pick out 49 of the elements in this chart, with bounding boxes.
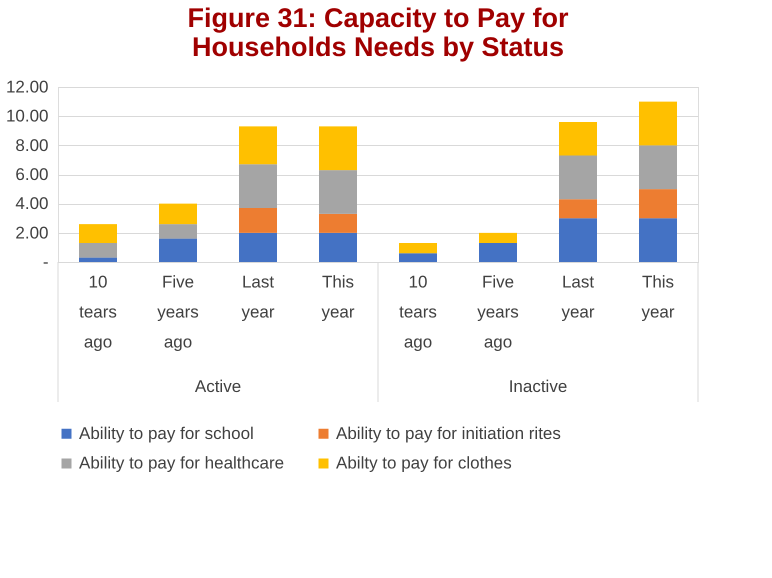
y-tick-label: 4.00 xyxy=(15,194,48,214)
bar xyxy=(399,243,437,254)
x-tick-label: Five years ago xyxy=(157,272,199,352)
bar xyxy=(239,208,277,233)
y-tick-label: 8.00 xyxy=(15,136,48,155)
legend-label: Ability to pay for initiation rites xyxy=(336,424,561,443)
legend-label: Ability to pay for school xyxy=(79,424,254,443)
y-tick-label: 10.00 xyxy=(6,106,48,126)
bar xyxy=(159,238,197,262)
bar xyxy=(239,126,277,164)
bar xyxy=(399,253,437,262)
text: Active xyxy=(194,377,242,396)
x-tick-label: This year xyxy=(321,272,355,322)
bar xyxy=(159,204,197,224)
bar xyxy=(79,258,117,262)
bar xyxy=(479,232,517,244)
y-tick-label: 12.00 xyxy=(6,78,48,96)
bar xyxy=(239,232,277,262)
bar xyxy=(559,122,597,156)
text: Inactive xyxy=(508,377,568,396)
bar xyxy=(639,102,677,146)
bar xyxy=(319,214,357,233)
y-tick-label: 2.00 xyxy=(15,223,48,242)
bar xyxy=(639,189,677,218)
x-tick-label: 10 tears ago xyxy=(399,272,437,352)
bar xyxy=(559,199,597,218)
legend-label: Ability to pay for healthcare xyxy=(79,454,284,472)
x-tick-label: This year xyxy=(641,272,675,322)
x-tick-label: Five years ago xyxy=(477,272,519,352)
bar xyxy=(559,156,597,200)
y-tick-label: 6.00 xyxy=(15,165,48,184)
bar xyxy=(319,232,357,262)
legend-label: Abilty to pay for clothes xyxy=(336,454,512,472)
bar xyxy=(559,218,597,262)
bar xyxy=(479,243,517,262)
text: Figure 31: Capacity to Pay for xyxy=(187,3,569,33)
x-tick-label: 10 tears ago xyxy=(79,272,117,352)
bar xyxy=(639,145,677,190)
bar xyxy=(319,126,357,170)
bar xyxy=(319,170,357,214)
bar xyxy=(79,243,117,258)
x-tick-label: Last year xyxy=(241,272,275,322)
text: Households Needs by Status xyxy=(192,32,564,62)
bar xyxy=(159,224,197,239)
bar xyxy=(79,224,117,244)
bar xyxy=(239,164,277,208)
bar xyxy=(639,218,677,262)
y-tick-label: - xyxy=(42,252,48,272)
x-tick-label: Last year xyxy=(561,272,595,322)
